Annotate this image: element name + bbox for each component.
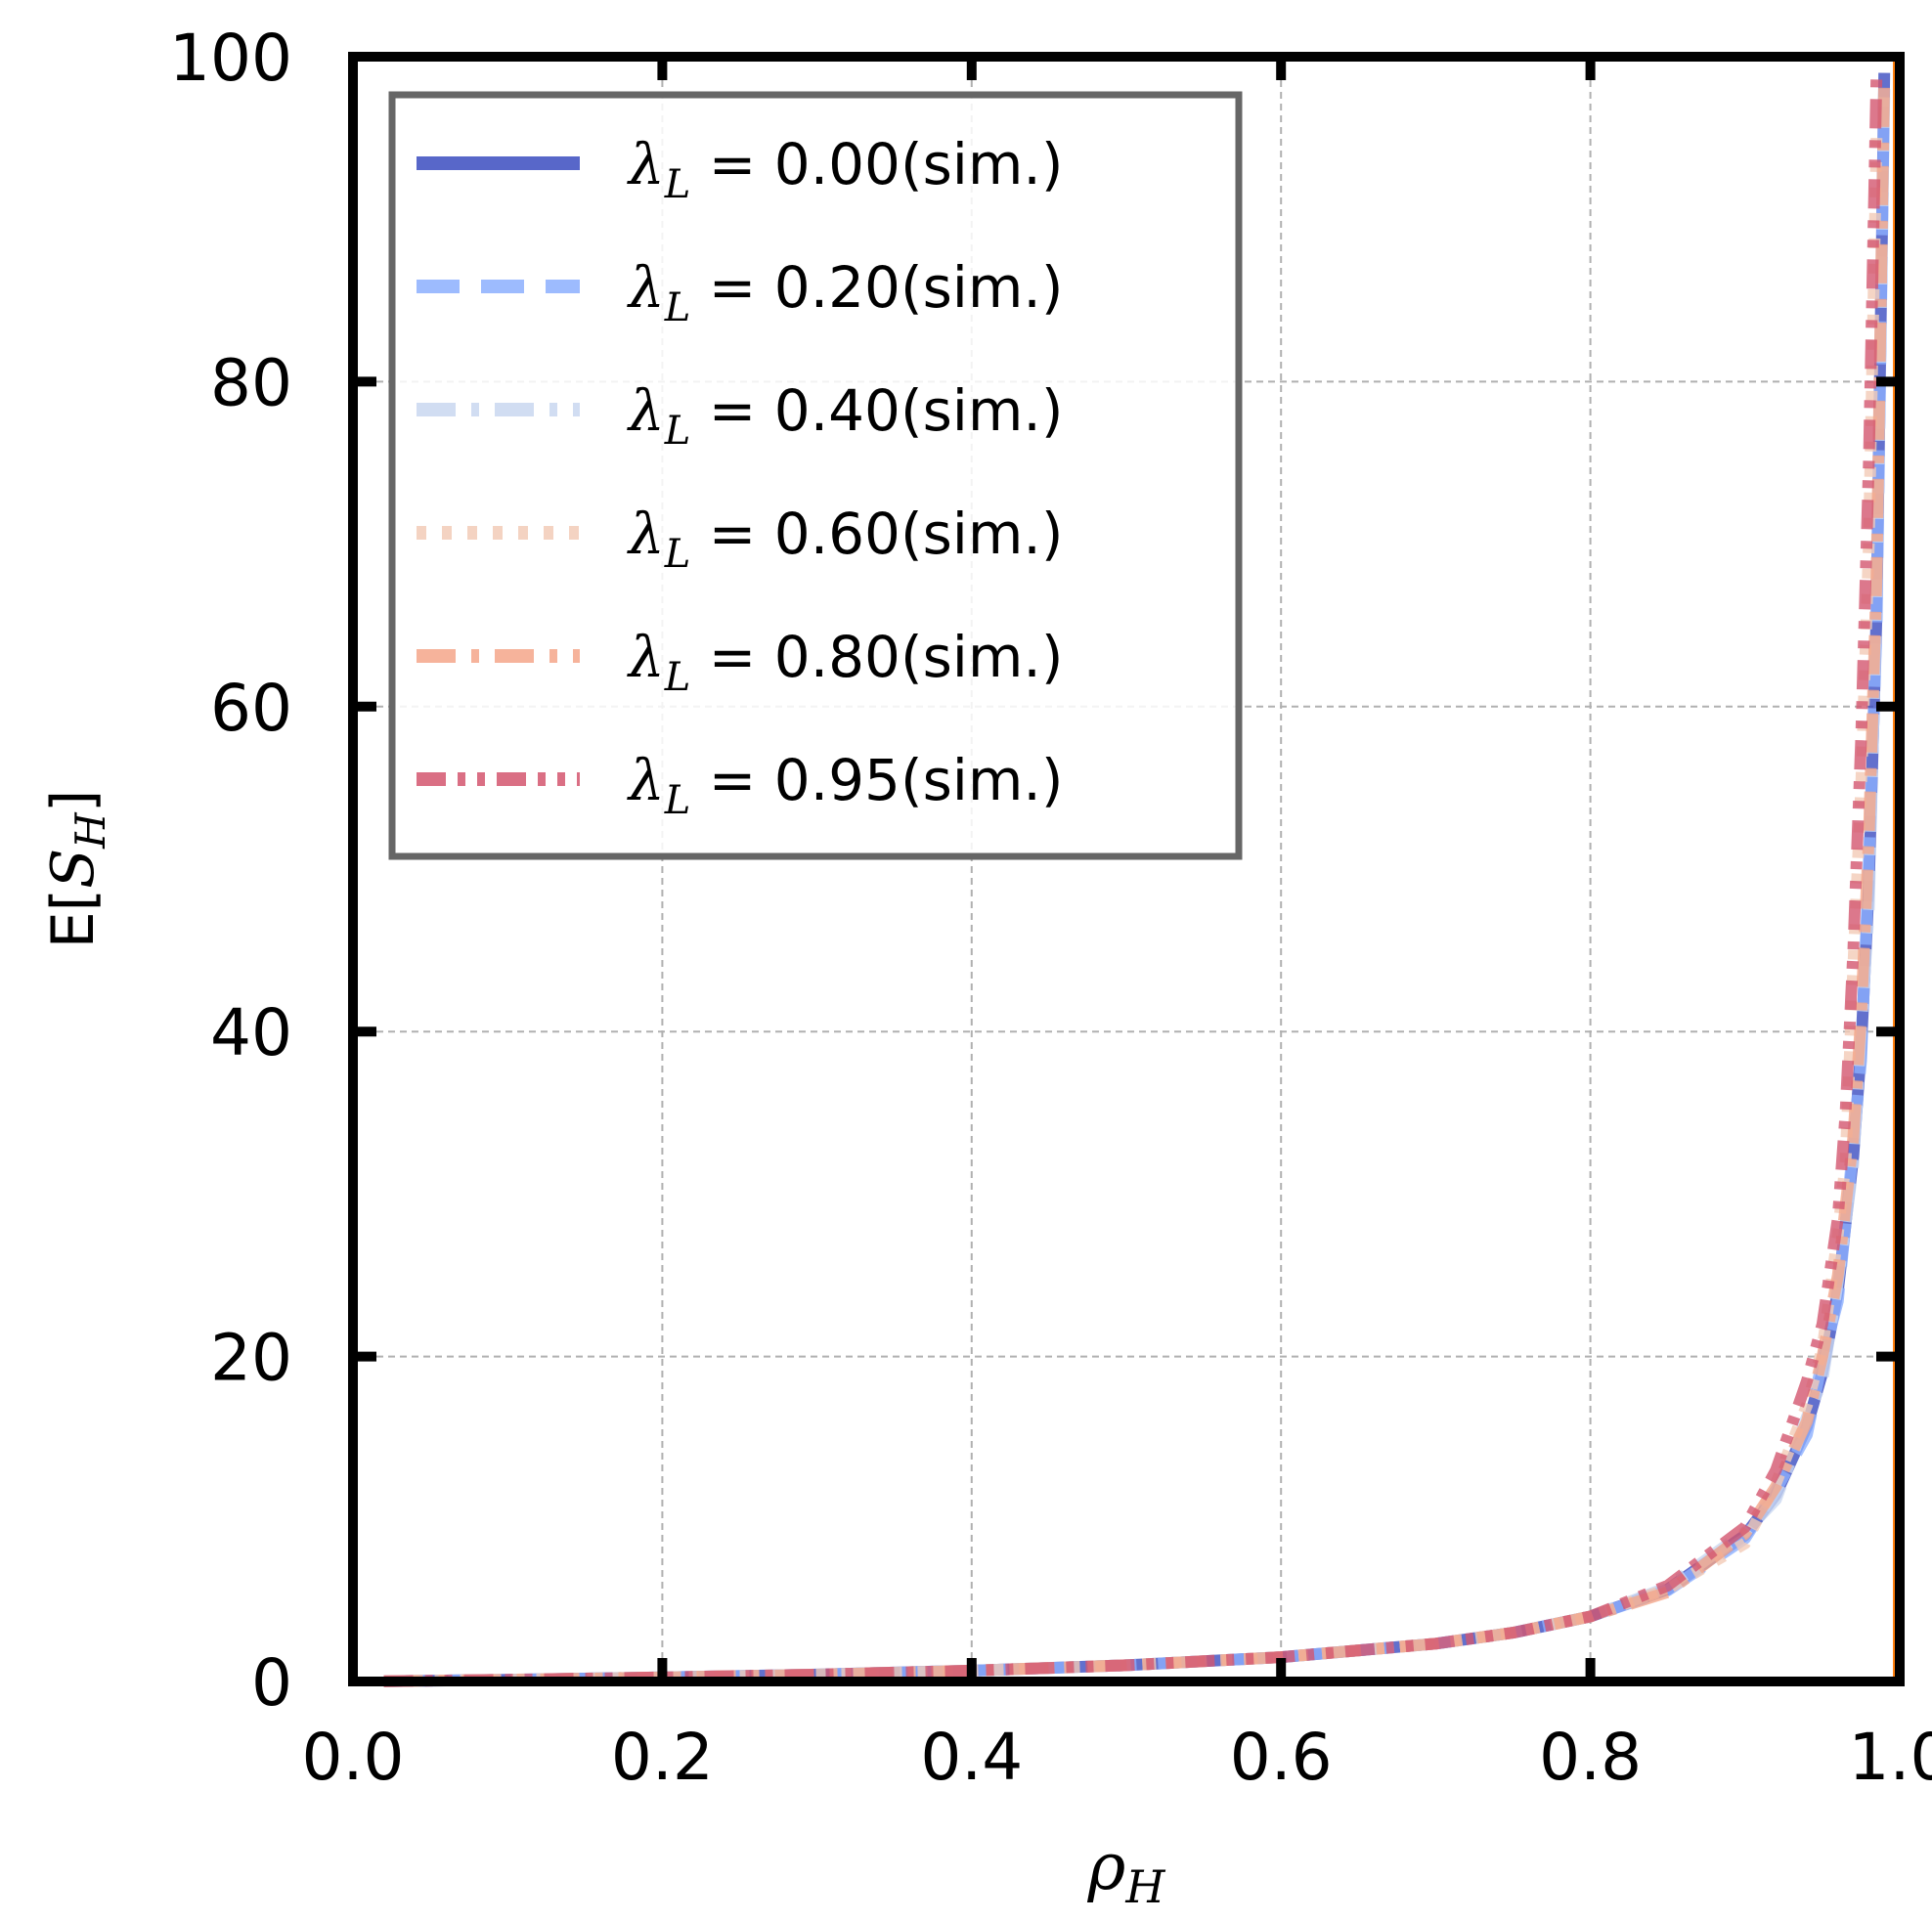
legend-sub-0: L <box>664 162 691 207</box>
y-tick-label-1: 20 <box>210 1321 292 1396</box>
legend-sub-5: L <box>664 778 691 823</box>
legend-label-5: λL = 0.95(sim.) <box>627 747 1063 823</box>
plot-frame <box>348 52 1905 1686</box>
legend-label-4: λL = 0.80(sim.) <box>627 624 1063 700</box>
legend-sub-2: L <box>664 409 691 454</box>
y-axis-label-pre: E[ <box>39 889 108 948</box>
x-axis-label: ρH <box>1087 1829 1166 1913</box>
legend-sub-3: L <box>664 532 691 577</box>
legend-sub-1: L <box>664 285 691 330</box>
legend: λL = 0.00(sim.)λL = 0.20(sim.)λL = 0.40(… <box>388 91 1243 860</box>
legend-rest-2: = 0.40(sim.) <box>690 377 1063 444</box>
series-line-5 <box>383 72 1883 1687</box>
legend-box <box>388 91 1243 860</box>
y-tick-label-3: 60 <box>210 671 292 746</box>
x-tick-label-5: 1.0 <box>1849 1720 1932 1795</box>
legend-rest-4: = 0.80(sim.) <box>690 624 1063 690</box>
y-axis-label-var: S <box>39 849 108 889</box>
legend-rest-3: = 0.60(sim.) <box>690 501 1063 567</box>
legend-rest-1: = 0.20(sim.) <box>690 254 1063 321</box>
legend-lambda-4: λ <box>627 624 665 690</box>
x-tick-label-1: 0.2 <box>611 1720 714 1795</box>
y-axis-label-sub: H <box>66 811 114 850</box>
y-axis-label: E[SH] <box>39 790 114 949</box>
legend-lambda-1: λ <box>627 254 665 321</box>
legend-label-0: λL = 0.00(sim.) <box>627 131 1063 207</box>
tick-labels-layer: 0.0 0.2 0.4 0.6 0.8 1.0 0 20 40 60 80 100 <box>169 21 1932 1795</box>
legend-lambda-3: λ <box>627 501 665 567</box>
legend-lambda-0: λ <box>627 131 665 197</box>
x-axis-label-sub: H <box>1124 1860 1165 1913</box>
y-tick-label-0: 0 <box>251 1645 292 1721</box>
x-tick-label-4: 0.8 <box>1539 1720 1642 1795</box>
legend-rest-0: = 0.00(sim.) <box>690 131 1063 197</box>
legend-lambda-5: λ <box>627 747 665 813</box>
legend-rest-5: = 0.95(sim.) <box>690 747 1063 813</box>
y-tick-label-5: 100 <box>169 21 292 96</box>
legend-label-3: λL = 0.60(sim.) <box>627 501 1063 577</box>
x-axis-label-main: ρ <box>1087 1829 1126 1904</box>
y-axis-label-post: ] <box>39 790 108 812</box>
y-tick-label-4: 80 <box>210 345 292 420</box>
series-layer <box>383 72 1891 1687</box>
legend-sub-4: L <box>664 655 691 700</box>
legend-label-2: λL = 0.40(sim.) <box>627 377 1063 454</box>
x-tick-label-3: 0.6 <box>1230 1720 1333 1795</box>
legend-lambda-2: λ <box>627 377 665 444</box>
legend-label-1: λL = 0.20(sim.) <box>627 254 1063 330</box>
x-tick-label-0: 0.0 <box>302 1720 405 1795</box>
x-tick-label-2: 0.4 <box>920 1720 1023 1795</box>
y-tick-label-2: 40 <box>210 995 292 1070</box>
